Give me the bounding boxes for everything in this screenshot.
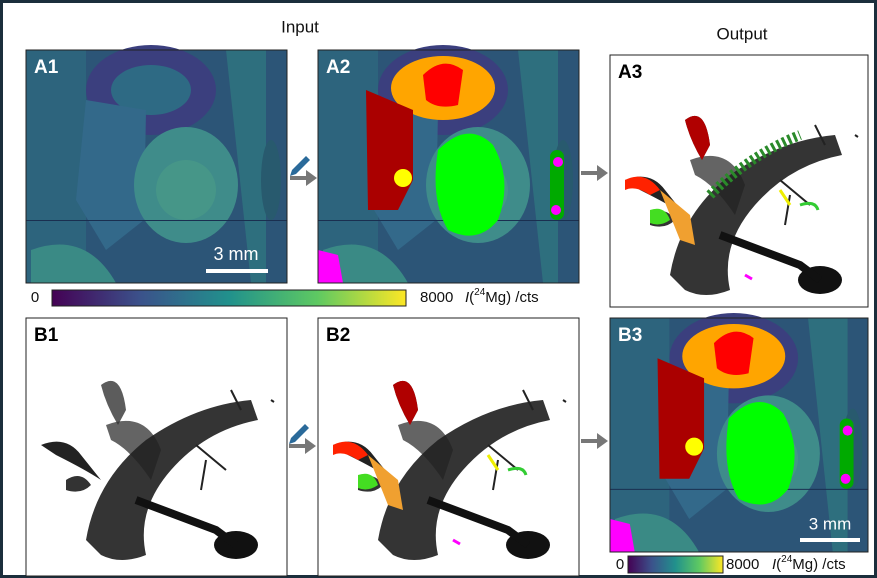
colorbar-max: 8000 [726, 556, 759, 573]
panel-label: A3 [618, 62, 642, 83]
panel-b2: B2 [318, 318, 579, 576]
output-heading: Output [716, 24, 767, 43]
scale-bar [206, 269, 268, 273]
colorbar-min: 0 [616, 556, 624, 573]
input-heading: Input [281, 17, 319, 36]
unit: Mg) /cts [485, 289, 538, 306]
panel-a3: A3 [610, 55, 868, 307]
panel-label: B2 [326, 325, 350, 346]
panel-a1: A1 3 mm [26, 45, 287, 283]
isotope: 24 [474, 287, 486, 298]
figure: Input Output A1 3 mm A2 A3 0 8000 I(24Mg… [0, 0, 877, 578]
panel-label: B1 [34, 325, 59, 346]
panel-a2: A2 [318, 45, 579, 283]
panel-label: A2 [326, 57, 350, 78]
panel-b1: B1 [26, 318, 287, 576]
scale-bar [800, 538, 860, 542]
colorbar-min: 0 [31, 289, 39, 306]
panel-b3: B3 3 mm [610, 313, 868, 552]
colorbar [52, 290, 406, 306]
colorbar-max: 8000 [420, 289, 453, 306]
scale-bar-label: 3 mm [214, 244, 259, 264]
panel-label: B3 [618, 325, 642, 346]
scale-bar-label: 3 mm [809, 514, 852, 533]
isotope: 24 [781, 554, 793, 565]
unit: Mg) /cts [792, 556, 845, 573]
panel-label: A1 [34, 57, 59, 78]
colorbar [628, 556, 723, 573]
